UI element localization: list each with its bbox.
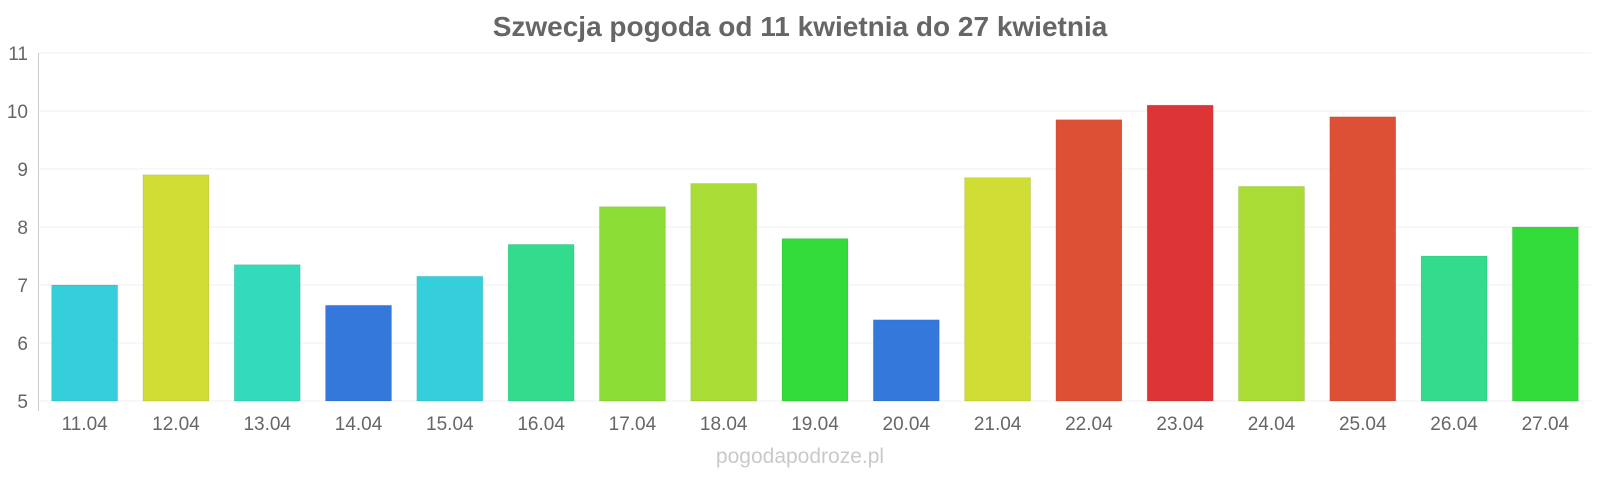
bars: [51, 104, 1579, 402]
x-tick-label: 18.04: [700, 414, 748, 435]
x-tick-label: 16.04: [517, 414, 565, 435]
y-axis-ticks: 5 6 7 8 9 10 11: [7, 44, 28, 413]
watermark: pogodapodroze.pl: [716, 445, 884, 468]
bar-23.04: [1146, 104, 1214, 402]
bar-13.04: [233, 264, 301, 402]
x-tick-label: 26.04: [1430, 414, 1478, 435]
bar-17.04: [598, 206, 666, 402]
bar-12.04: [142, 174, 210, 402]
x-tick-label: 13.04: [243, 414, 291, 435]
x-tick-label: 17.04: [609, 414, 657, 435]
x-tick-label: 27.04: [1522, 414, 1570, 435]
bar-24.04: [1237, 185, 1305, 402]
y-tick-label: 8: [17, 218, 28, 239]
bar-16.04: [507, 243, 575, 402]
x-tick-label: 24.04: [1248, 414, 1296, 435]
x-tick-label: 25.04: [1339, 414, 1387, 435]
bar-25.04: [1329, 116, 1397, 402]
bar-11.04: [51, 284, 119, 402]
x-tick-label: 21.04: [974, 414, 1022, 435]
y-tick-label: 9: [17, 160, 28, 181]
bar-20.04: [872, 319, 940, 402]
x-tick-label: 12.04: [152, 414, 200, 435]
x-tick-label: 20.04: [883, 414, 931, 435]
x-tick-label: 15.04: [426, 414, 474, 435]
y-tick-label: 11: [8, 44, 28, 65]
y-tick-label: 6: [17, 334, 28, 355]
bar-19.04: [781, 238, 849, 402]
y-tick-label: 7: [17, 276, 28, 297]
bar-14.04: [325, 304, 393, 402]
x-tick-label: 14.04: [335, 414, 383, 435]
bar-15.04: [416, 275, 484, 402]
chart-title: Szwecja pogoda od 11 kwietnia do 27 kwie…: [493, 11, 1108, 42]
bar-26.04: [1420, 255, 1488, 402]
y-tick-label: 5: [17, 392, 28, 413]
x-tick-label: 11.04: [62, 414, 109, 435]
y-tick-label: 10: [7, 102, 28, 123]
x-tick-label: 22.04: [1065, 414, 1113, 435]
x-tick-label: 23.04: [1156, 414, 1204, 435]
bar-21.04: [964, 177, 1032, 402]
bar-27.04: [1511, 226, 1579, 402]
x-tick-label: 19.04: [791, 414, 839, 435]
x-axis-ticks: 11.04 12.04 13.04 14.04 15.04 16.04 17.04 18.04…: [62, 414, 1570, 435]
bar-22.04: [1055, 119, 1123, 402]
bar-18.04: [690, 183, 758, 402]
